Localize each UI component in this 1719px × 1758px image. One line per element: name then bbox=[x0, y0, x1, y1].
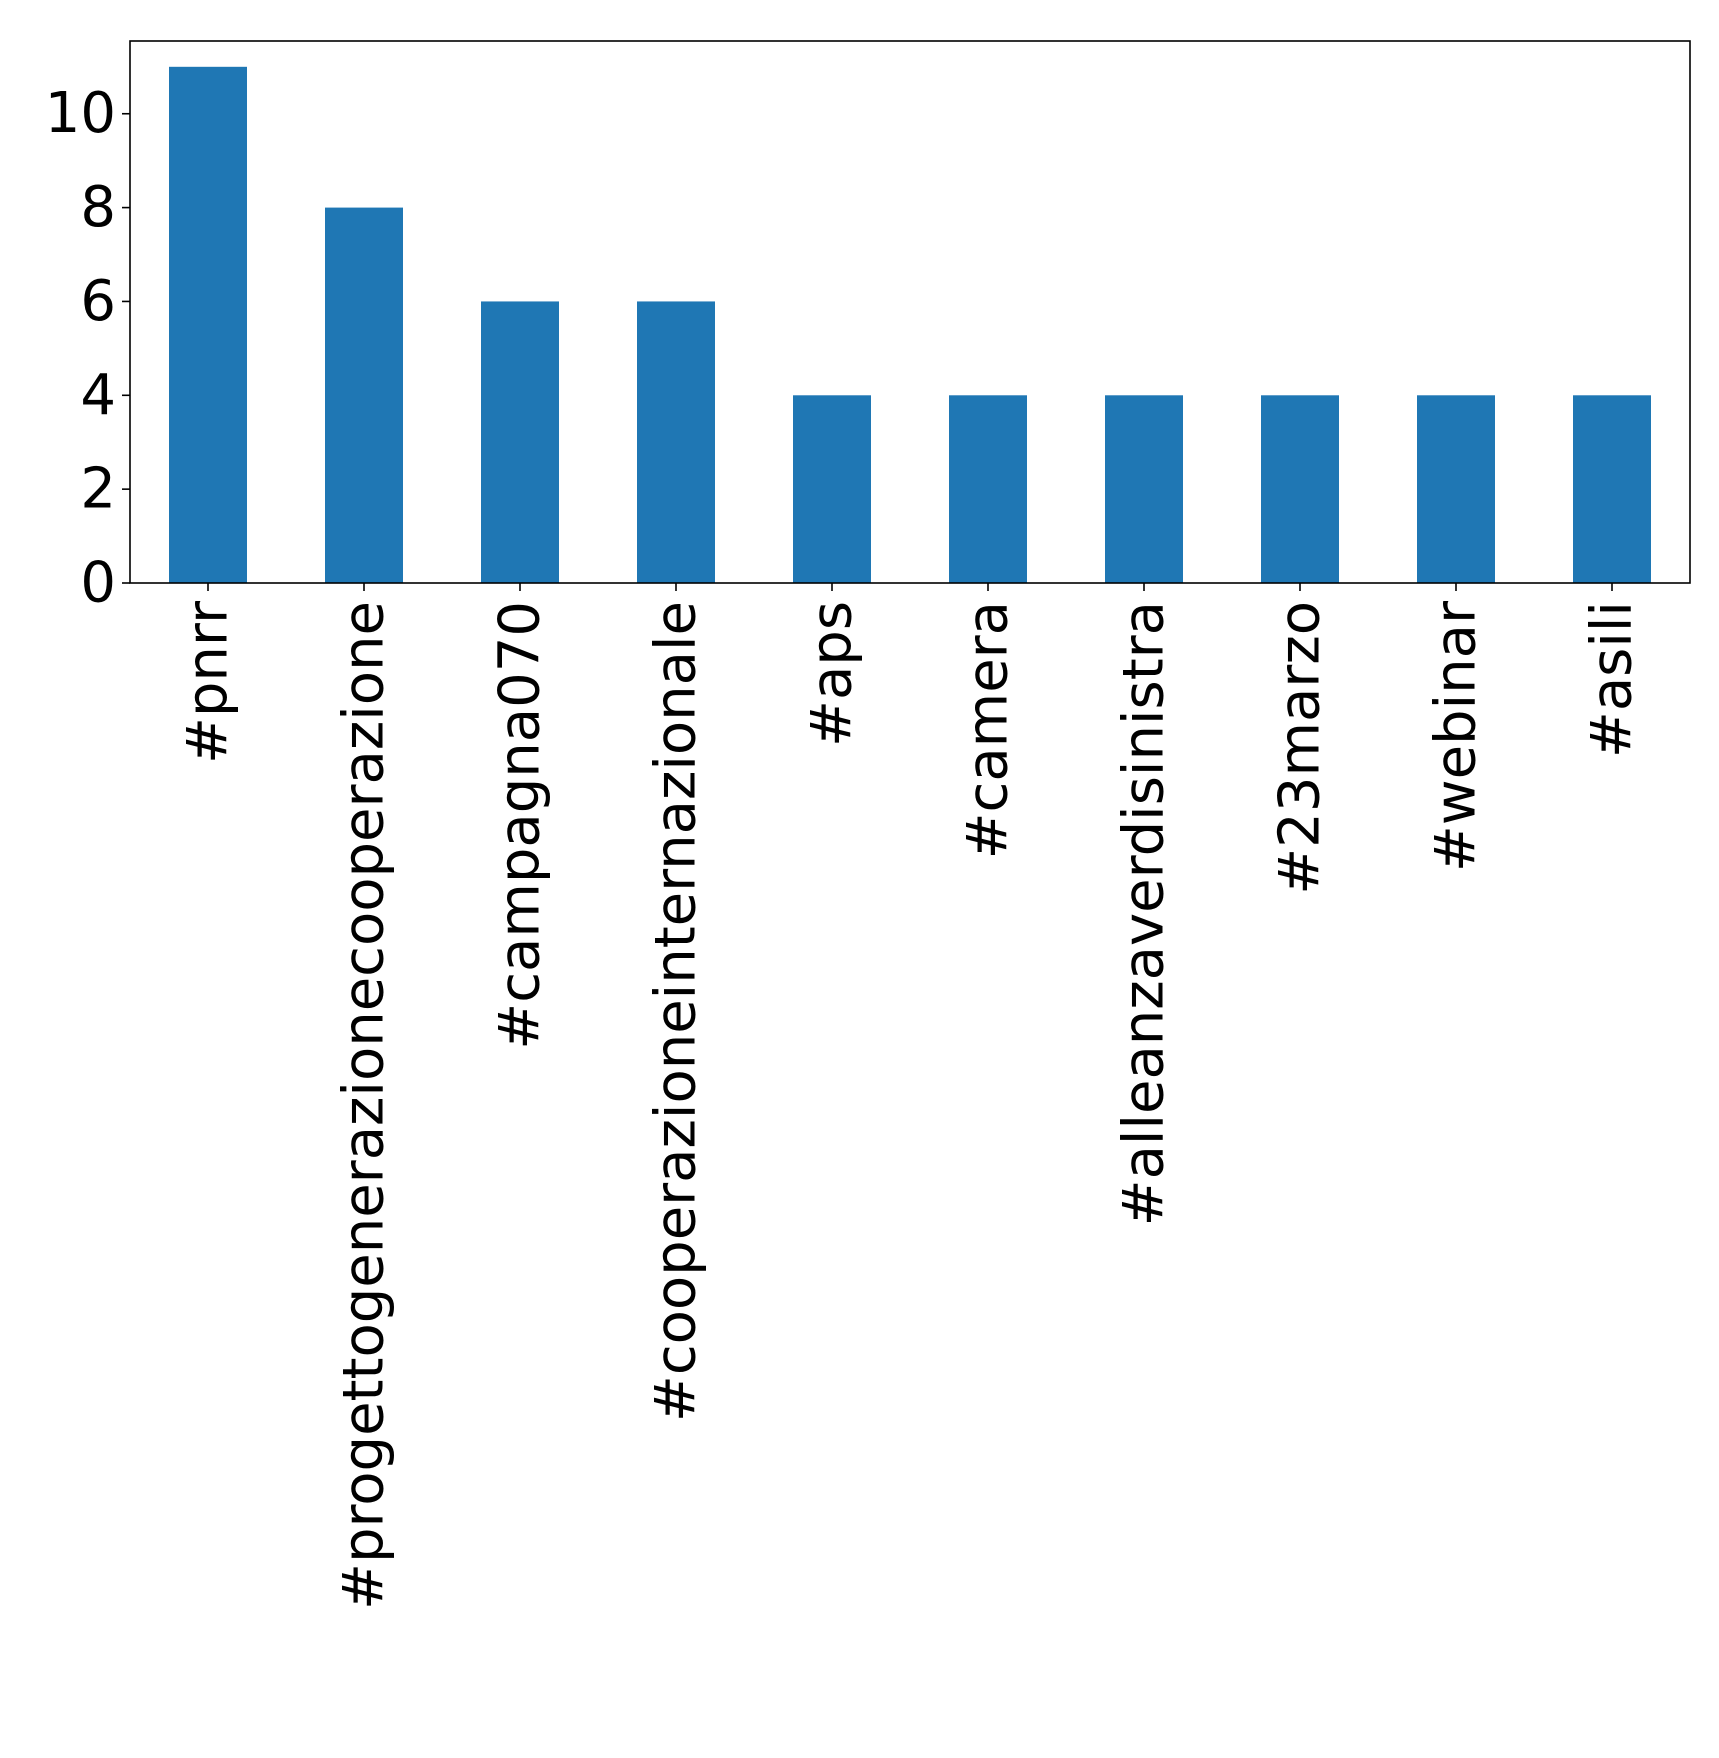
x-tick-label: #camera bbox=[956, 601, 1021, 859]
x-tick-label: #asili bbox=[1580, 601, 1645, 758]
bar-9 bbox=[1573, 395, 1651, 583]
bar-0 bbox=[169, 66, 247, 583]
bar-2 bbox=[481, 301, 559, 583]
y-tick-label: 4 bbox=[80, 363, 116, 428]
y-tick-label: 10 bbox=[45, 81, 116, 146]
x-tick-label: #23marzo bbox=[1268, 601, 1333, 895]
x-tick-label: #aps bbox=[800, 601, 865, 747]
plot-frame bbox=[129, 40, 1691, 584]
y-tick-label: 8 bbox=[80, 175, 116, 240]
x-axis: #pnrr #progettogenerazionecooperazione #ca… bbox=[176, 583, 1645, 1610]
bar-5 bbox=[949, 395, 1027, 583]
y-tick-label: 0 bbox=[80, 551, 116, 616]
x-tick-label: #cooperazioneinternazionale bbox=[644, 601, 709, 1422]
bar-7 bbox=[1261, 395, 1339, 583]
y-tick-label: 2 bbox=[80, 457, 116, 522]
bar-6 bbox=[1105, 395, 1183, 583]
y-tick-label: 6 bbox=[80, 269, 116, 334]
bar-1 bbox=[325, 207, 403, 583]
x-tick-label: #progettogenerazionecooperazione bbox=[332, 601, 397, 1610]
bar-3 bbox=[637, 301, 715, 583]
y-axis: 0 2 4 6 8 10 bbox=[45, 81, 130, 616]
bar-4 bbox=[793, 395, 871, 583]
bars-group bbox=[169, 66, 1651, 583]
x-tick-label: #pnrr bbox=[176, 600, 241, 764]
x-tick-label: #alleanzaverdisinistra bbox=[1112, 601, 1177, 1226]
x-tick-label: #webinar bbox=[1424, 600, 1489, 872]
bar-8 bbox=[1417, 395, 1495, 583]
x-tick-label: #campagna070 bbox=[488, 601, 553, 1050]
